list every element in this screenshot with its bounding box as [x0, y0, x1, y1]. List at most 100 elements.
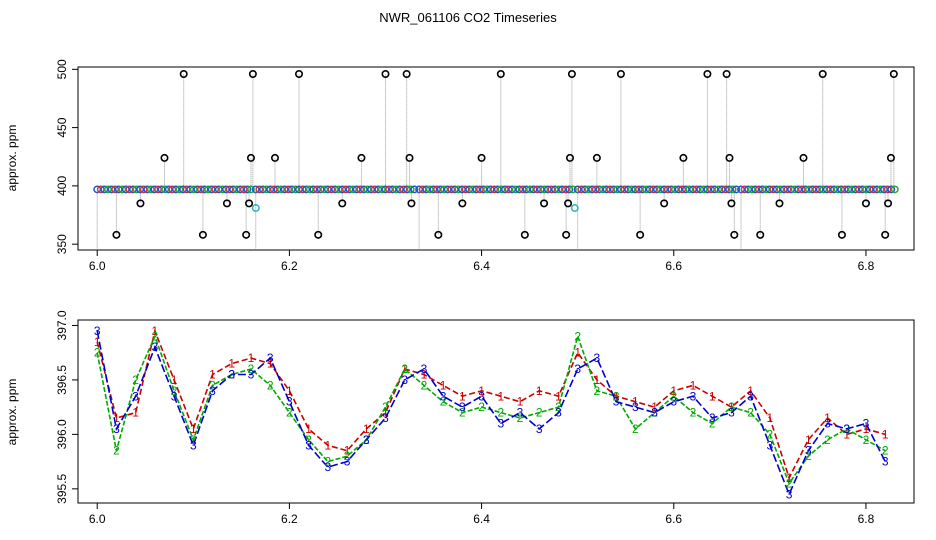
spike-point	[407, 199, 416, 208]
baseline-point	[269, 185, 278, 194]
spike-point	[884, 199, 893, 208]
baseline-point	[558, 185, 567, 194]
series-point-1: 1	[536, 384, 543, 398]
series-point-2: 2	[459, 406, 466, 420]
baseline-point	[239, 185, 248, 194]
baseline-point	[309, 185, 318, 194]
series-point-3: 3	[401, 373, 408, 387]
spike-point	[246, 153, 255, 162]
series-point-3: 3	[632, 400, 639, 414]
baseline-point	[422, 185, 431, 194]
baseline-point	[649, 185, 658, 194]
series-point-1: 1	[478, 384, 485, 398]
baseline-point	[880, 185, 889, 194]
series-point-3: 3	[421, 362, 428, 376]
spike-point	[889, 69, 898, 78]
series-point-2: 2	[132, 373, 139, 387]
series-point-2: 2	[805, 449, 812, 463]
baseline-point	[287, 185, 296, 194]
baseline-point	[150, 185, 159, 194]
bottom-x-tick-label: 6.4	[473, 512, 490, 526]
top-x-tick-label: 6.4	[473, 259, 490, 273]
baseline-point	[136, 185, 145, 194]
baseline-point	[737, 185, 745, 194]
spike-point	[295, 69, 304, 78]
series-point-1: 1	[324, 438, 331, 452]
baseline-point	[247, 185, 255, 194]
baseline-point	[765, 185, 774, 194]
baseline-point	[783, 185, 792, 194]
figure-title: NWR_061106 CO2 Timeseries	[379, 10, 557, 25]
baseline-point	[114, 185, 123, 194]
spike-point	[562, 230, 571, 239]
baseline-point	[218, 185, 227, 194]
spike-point	[565, 153, 574, 162]
baseline-point	[359, 185, 368, 194]
spike-point	[160, 153, 169, 162]
baseline-point	[588, 185, 597, 194]
spike-point	[270, 153, 279, 162]
baseline-point	[352, 185, 361, 194]
series-point-3: 3	[382, 411, 389, 425]
baseline-point	[450, 185, 459, 194]
baseline-point	[291, 185, 300, 194]
series-point-3: 3	[363, 433, 370, 447]
series-point-1: 1	[421, 367, 428, 381]
series-point-3: 3	[478, 389, 485, 403]
spike-point	[242, 230, 251, 239]
series-point-1: 1	[152, 324, 159, 338]
baseline-point	[642, 185, 651, 194]
baseline-point	[179, 185, 187, 194]
baseline-point	[370, 185, 379, 194]
baseline-point	[363, 185, 372, 194]
series-point-1: 1	[286, 384, 293, 398]
baseline-point	[295, 185, 303, 194]
baseline-point	[236, 185, 245, 194]
baseline-point	[229, 185, 238, 194]
baseline-point	[758, 185, 767, 194]
spike-point	[458, 199, 467, 208]
spike-point	[338, 199, 347, 208]
baseline-point	[634, 185, 643, 194]
spike-point	[886, 153, 895, 162]
series-point-3: 3	[286, 395, 293, 409]
series-point-1: 1	[363, 422, 370, 436]
baseline-point	[211, 185, 220, 194]
spike-point	[727, 199, 736, 208]
series-point-3: 3	[767, 438, 774, 452]
series-point-3: 3	[805, 444, 812, 458]
baseline-point	[609, 185, 618, 194]
series-point-3: 3	[248, 367, 255, 381]
series-point-1: 1	[594, 373, 601, 387]
baseline-point	[377, 185, 386, 194]
baseline-point	[667, 185, 676, 194]
spike-point	[592, 153, 601, 162]
baseline-point	[826, 185, 835, 194]
baseline-point	[280, 185, 289, 194]
bottom-axes: 6.0 6.2 6.4 6.6 6.8 395.5 396.0 396.5 397.0	[55, 310, 875, 526]
bottom-plot-frame	[77, 319, 915, 504]
series-point-3: 3	[459, 400, 466, 414]
baseline-point	[883, 185, 892, 194]
spike-point	[179, 69, 188, 78]
baseline-point	[266, 185, 275, 194]
series-point-3: 3	[709, 411, 716, 425]
baseline-point	[869, 185, 878, 194]
series-point-3: 3	[440, 389, 447, 403]
series-point-1: 1	[651, 400, 658, 414]
bottom-x-tick-label: 6.2	[281, 512, 298, 526]
baseline-point	[100, 185, 109, 194]
series-point-2: 2	[632, 422, 639, 436]
baseline-point	[518, 185, 527, 194]
series-line-3	[96, 330, 886, 497]
series-point-1: 1	[248, 351, 255, 365]
series-point-2: 2	[440, 395, 447, 409]
spike-point	[434, 230, 443, 239]
series-point-1: 1	[228, 357, 235, 371]
baseline-point	[565, 185, 574, 194]
top-y-tick-label: 400	[55, 176, 69, 196]
series-point-1: 1	[709, 389, 716, 403]
baseline-point	[458, 185, 466, 194]
baseline-point	[225, 185, 234, 194]
series-point-3: 3	[305, 438, 312, 452]
